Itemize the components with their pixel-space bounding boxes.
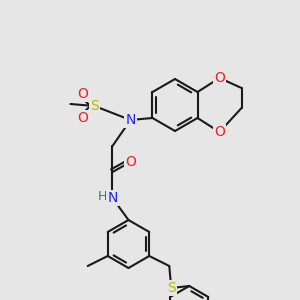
Text: S: S <box>90 99 99 113</box>
Text: O: O <box>77 87 88 101</box>
Text: S: S <box>167 281 176 295</box>
Text: O: O <box>214 125 225 139</box>
Text: O: O <box>125 155 136 169</box>
Text: O: O <box>77 111 88 125</box>
Text: N: N <box>107 191 118 205</box>
Text: N: N <box>125 113 136 127</box>
Text: O: O <box>214 71 225 85</box>
Text: H: H <box>98 190 107 202</box>
